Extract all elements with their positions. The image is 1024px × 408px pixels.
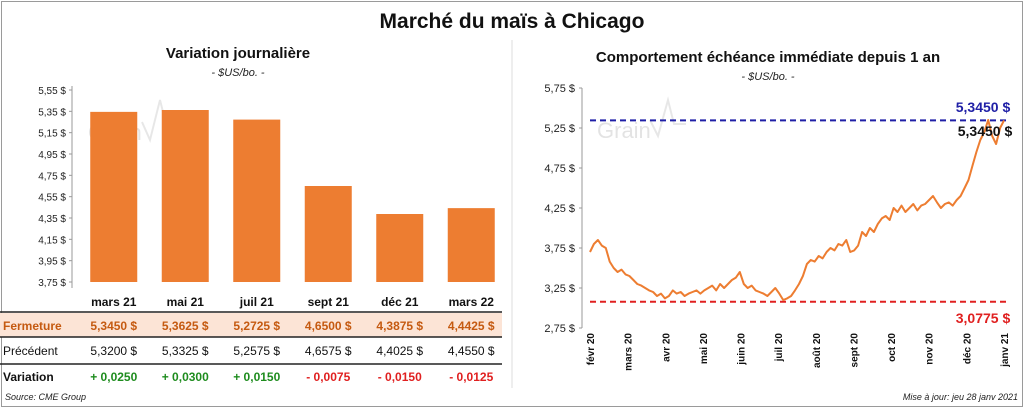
watermark-right: Grain	[597, 96, 686, 143]
variation-cell: - 0,0150	[378, 370, 422, 384]
right-chart-unit: - $US/bo. -	[741, 71, 795, 83]
updated-note: Mise à jour: jeu 28 janv 2021	[902, 392, 1018, 402]
bar-category-label: mars 22	[449, 295, 495, 309]
row-label-fermeture: Fermeture	[3, 319, 62, 333]
row-label-variation: Variation	[3, 370, 54, 384]
left-y-tick-label: 5,35 $	[38, 107, 66, 118]
right-x-tick-label: janv 21	[1000, 333, 1011, 368]
left-y-tick-label: 4,95 $	[38, 150, 66, 161]
bar-category-label: sept 21	[308, 295, 350, 309]
bar-category-label: juil 21	[239, 295, 274, 309]
left-y-axis: 5,55 $ 5,35 $ 5,15 $ 4,95 $ 4,75 $ 4,55 $ 4,35…	[38, 86, 72, 289]
watermark-logo-right	[649, 96, 686, 139]
precedent-cell: 4,4025 $	[376, 344, 423, 358]
bar-category-label: mars 21	[91, 295, 137, 309]
fermeture-cell: 4,3875 $	[376, 319, 423, 333]
right-x-tick-label: mars 20	[624, 333, 635, 371]
right-x-tick-label: juil 20	[774, 333, 785, 363]
precedent-cell: 5,3200 $	[90, 344, 137, 358]
right-x-tick-label: sept 20	[849, 333, 860, 368]
row-label-precedent: Précédent	[3, 344, 58, 358]
fermeture-cell: 4,4425 $	[448, 319, 495, 333]
bar	[447, 208, 495, 282]
right-x-tick-label: mai 20	[699, 333, 710, 365]
price-series-line	[589, 119, 1005, 301]
variation-cell: + 0,0300	[162, 370, 209, 384]
low-label: 3,0775 $	[956, 310, 1011, 326]
variation-cell: + 0,0150	[233, 370, 280, 384]
precedent-cell: 5,2575 $	[233, 344, 280, 358]
page-title: Marché du maïs à Chicago	[379, 10, 645, 33]
precedent-cell: 4,6575 $	[305, 344, 352, 358]
left-chart-unit: - $US/bo. -	[211, 67, 265, 79]
right-y-tick-label: 4,25 $	[544, 203, 575, 215]
variation-cell: + 0,0250	[90, 370, 137, 384]
high-label: 5,3450 $	[956, 99, 1011, 115]
last-value-label: 5,3450 $	[958, 123, 1013, 139]
bar-category-label: déc 21	[381, 295, 419, 309]
bar	[304, 186, 352, 282]
right-y-tick-label: 5,25 $	[544, 123, 575, 135]
fermeture-cell: 5,3450 $	[90, 319, 137, 333]
left-y-tick-label: 5,15 $	[38, 129, 66, 140]
right-chart-title: Comportement échéance immédiate depuis 1…	[596, 49, 940, 66]
precedent-cell: 4,4550 $	[448, 344, 495, 358]
watermark-text-right: Grain	[597, 118, 651, 143]
fermeture-cell: 5,2725 $	[233, 319, 280, 333]
left-y-tick-label: 5,55 $	[38, 86, 66, 97]
right-y-tick-label: 2,75 $	[544, 323, 575, 335]
right-y-tick-label: 3,75 $	[544, 243, 575, 255]
right-x-tick-label: août 20	[812, 333, 823, 368]
bar-category-label: mai 21	[167, 295, 205, 309]
right-x-tick-label: févr 20	[586, 333, 597, 366]
left-chart-title: Variation journalière	[166, 45, 310, 62]
left-y-tick-label: 4,55 $	[38, 193, 66, 204]
left-y-tick-label: 3,95 $	[38, 257, 66, 268]
right-lines	[589, 119, 1010, 303]
right-y-axis: 5,75 $ 5,25 $ 4,75 $ 4,25 $ 3,75 $ 3,25 $ 2,75…	[544, 83, 582, 335]
fermeture-cell: 5,3625 $	[162, 319, 209, 333]
right-x-tick-label: nov 20	[925, 333, 936, 365]
fermeture-row-bg	[0, 313, 502, 337]
left-bars: mars 21 mai 21 juil 21 sept 21 déc 21 mars 22	[90, 110, 495, 309]
bar	[161, 110, 209, 282]
precedent-cell: 5,3325 $	[162, 344, 209, 358]
source-note: Source: CME Group	[5, 392, 87, 402]
right-y-tick-label: 3,25 $	[544, 283, 575, 295]
bar	[376, 214, 424, 282]
right-x-tick-label: juin 20	[737, 333, 748, 366]
right-y-tick-label: 5,75 $	[544, 83, 575, 95]
left-y-tick-label: 4,35 $	[38, 214, 66, 225]
left-y-tick-label: 4,75 $	[38, 171, 66, 182]
variation-cell: - 0,0125	[449, 370, 493, 384]
bar	[90, 111, 138, 282]
left-y-tick-label: 3,75 $	[38, 278, 66, 289]
right-x-tick-label: déc 20	[962, 333, 973, 365]
bar	[233, 119, 281, 282]
table-cells: 5,3450 $ 5,3200 $ + 0,0250 5,3625 $ 5,3325 $…	[90, 319, 495, 384]
right-x-axis: févr 20 mars 20 avr 20 mai 20 juin 20 juil 20…	[586, 333, 1011, 371]
right-x-tick-label: avr 20	[661, 333, 672, 362]
left-y-tick-label: 4,15 $	[38, 235, 66, 246]
right-x-tick-label: oct 20	[887, 333, 898, 362]
fermeture-cell: 4,6500 $	[305, 319, 352, 333]
variation-cell: - 0,0075	[306, 370, 350, 384]
right-y-tick-label: 4,75 $	[544, 163, 575, 175]
